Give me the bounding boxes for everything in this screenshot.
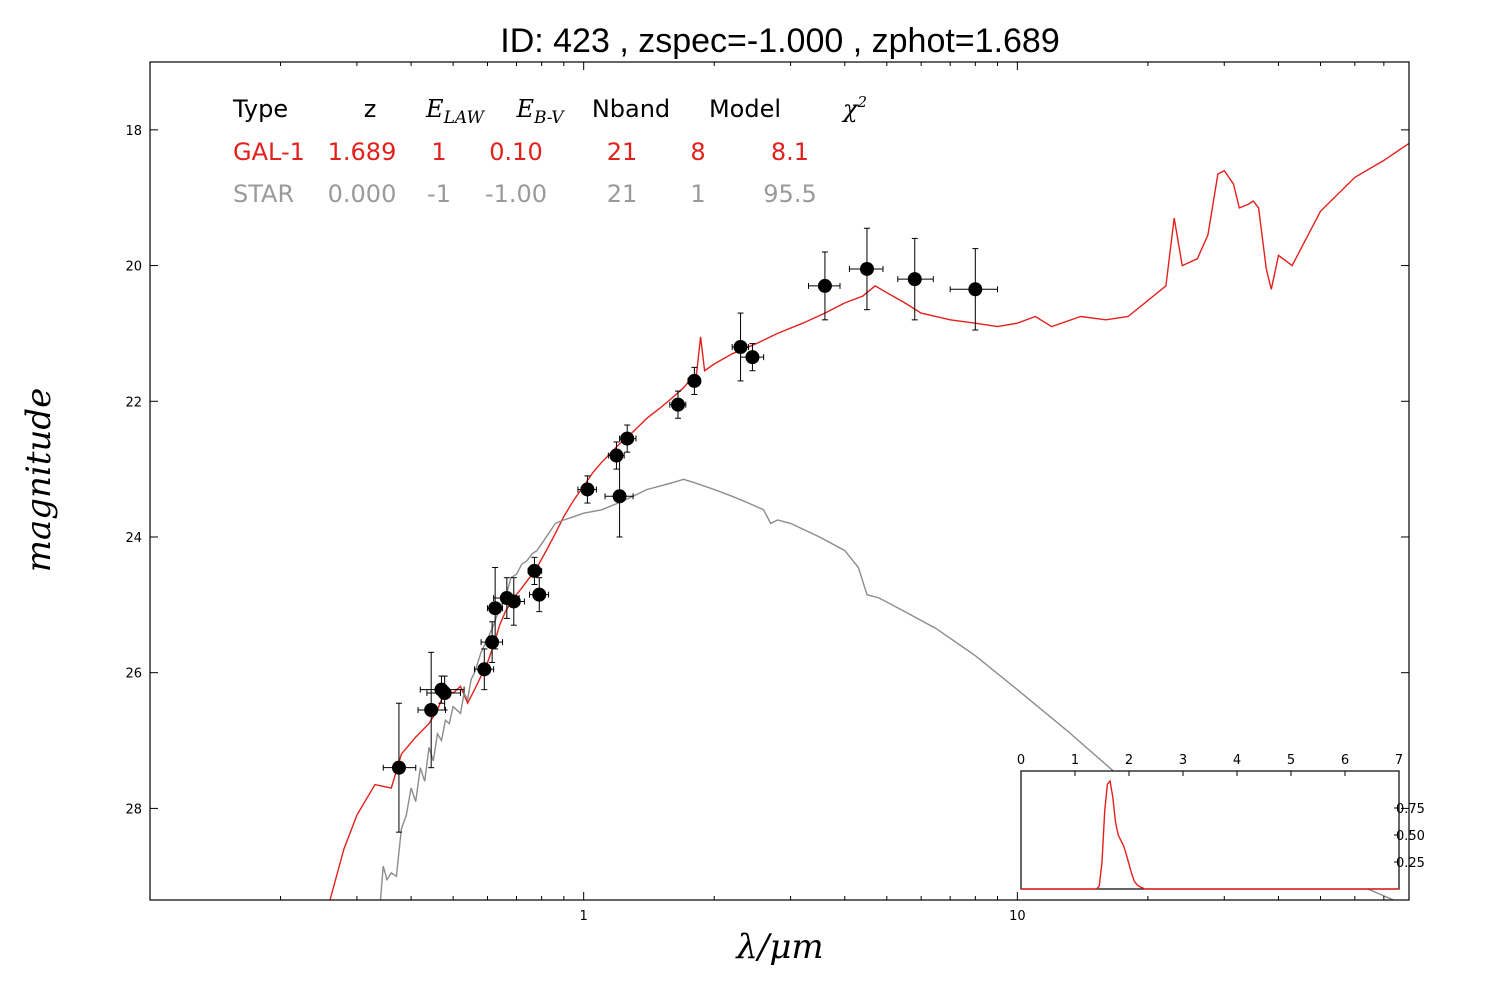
plot-frame bbox=[149, 61, 1410, 901]
table-header: Model bbox=[709, 95, 781, 123]
inset-y-tick-label: 0.25 bbox=[1396, 856, 1425, 871]
table-cell: 1 bbox=[690, 180, 705, 208]
photometry-point bbox=[417, 651, 446, 769]
photometry-point bbox=[808, 251, 841, 321]
photometry-point bbox=[897, 237, 934, 321]
photometry-point bbox=[527, 556, 543, 585]
inset-x-tick-label: 3 bbox=[1179, 753, 1187, 768]
y-tick-label: 26 bbox=[125, 667, 142, 682]
table-cell: 95.5 bbox=[763, 180, 816, 208]
y-tick-label: 24 bbox=[125, 531, 142, 546]
table-cell: GAL-1 bbox=[233, 138, 305, 166]
photometry-point bbox=[619, 424, 637, 453]
photometry-point bbox=[731, 312, 750, 382]
redshift-pdf-inset: 0 1 2 3 4 5 6 7 0.25 0.50 0.75 bbox=[1017, 753, 1425, 890]
table-header: χ2 bbox=[841, 93, 867, 123]
y-tick-label: 28 bbox=[125, 802, 142, 817]
table-header: Nband bbox=[592, 95, 670, 123]
photometry-point bbox=[669, 390, 687, 419]
table-cell: 8.1 bbox=[771, 138, 809, 166]
photometry-point bbox=[528, 577, 550, 613]
photometry-point bbox=[740, 343, 765, 372]
photometry-point bbox=[577, 475, 597, 504]
inset-y-tick-label: 0.50 bbox=[1396, 829, 1425, 844]
table-cell: 1 bbox=[431, 138, 446, 166]
x-axis-label: λ/μm bbox=[734, 927, 823, 967]
series-line-gal-1 bbox=[329, 142, 1409, 900]
y-axis-label: magnitude bbox=[19, 388, 59, 573]
inset-x-tick-label: 1 bbox=[1071, 753, 1079, 768]
table-cell: 21 bbox=[607, 138, 638, 166]
table-cell: 1.689 bbox=[328, 138, 397, 166]
table-cell: 0.10 bbox=[489, 138, 542, 166]
inset-x-tick-label: 2 bbox=[1125, 753, 1133, 768]
table-cell: STAR bbox=[233, 180, 294, 208]
photometry-point bbox=[502, 577, 525, 626]
table-cell: -1.00 bbox=[485, 180, 547, 208]
table-cell: 0.000 bbox=[328, 180, 397, 208]
table-header: EB-V bbox=[515, 95, 565, 128]
x-tick-label: 10 bbox=[1009, 909, 1026, 924]
table-header: Type bbox=[232, 95, 288, 123]
photometry-point bbox=[426, 675, 462, 711]
inset-x-tick-label: 6 bbox=[1341, 753, 1349, 768]
inset-frame bbox=[1020, 770, 1400, 890]
chart-title: ID: 423 , zspec=-1.000 , zphot=1.689 bbox=[500, 22, 1060, 60]
inset-x-tick-label: 7 bbox=[1395, 753, 1403, 768]
series-line-star bbox=[379, 478, 1396, 900]
pdf-curve bbox=[1021, 779, 1399, 890]
inset-x-tick-label: 5 bbox=[1287, 753, 1295, 768]
table-header: ELAW bbox=[425, 95, 485, 128]
inset-y-tick-label: 0.75 bbox=[1396, 802, 1425, 817]
y-tick-label: 22 bbox=[125, 395, 142, 410]
table-cell: 21 bbox=[607, 180, 638, 208]
photometry-point bbox=[486, 567, 504, 650]
photometry-point bbox=[949, 248, 999, 331]
photometry-point bbox=[473, 648, 495, 691]
photometry-point bbox=[848, 227, 884, 311]
photometry-point bbox=[604, 455, 634, 538]
y-tick-label: 20 bbox=[125, 260, 142, 275]
y-tick-label: 18 bbox=[125, 124, 142, 139]
table-cell: -1 bbox=[427, 180, 451, 208]
photometry-point bbox=[382, 702, 417, 833]
inset-x-tick-label: 0 bbox=[1017, 753, 1025, 768]
x-tick-label: 1 bbox=[580, 909, 588, 924]
table-cell: 8 bbox=[690, 138, 705, 166]
photometry-point bbox=[687, 366, 702, 395]
table-header: z bbox=[364, 95, 377, 123]
fit-results-table: Type z ELAW EB-V Nband Model χ2 GAL-1 1.689 1 0.10… bbox=[232, 93, 867, 208]
inset-x-tick-label: 4 bbox=[1233, 753, 1241, 768]
